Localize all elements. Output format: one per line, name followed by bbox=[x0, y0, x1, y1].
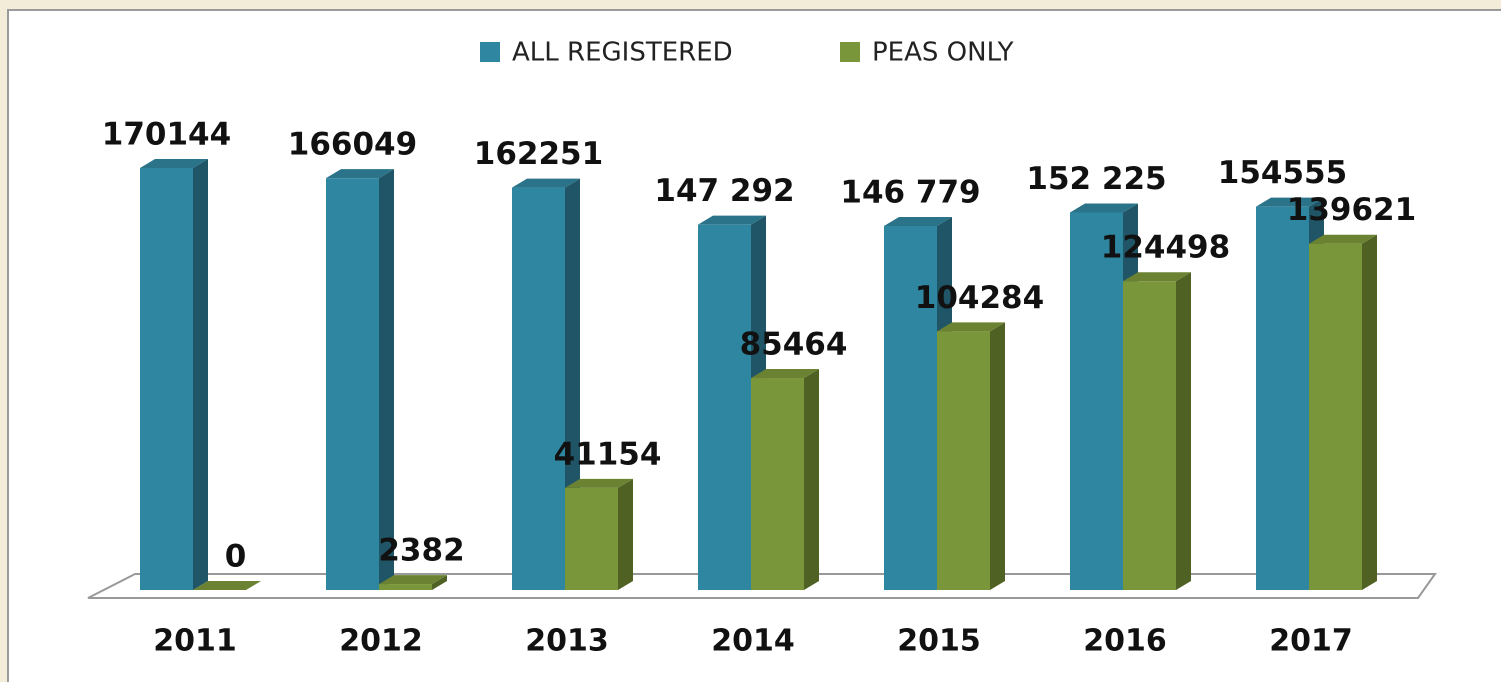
bar-front bbox=[1070, 212, 1123, 590]
bar-front bbox=[512, 187, 565, 590]
data-label: 146 779 bbox=[840, 174, 980, 210]
legend-label: ALL REGISTERED bbox=[512, 38, 733, 68]
bar-side bbox=[379, 169, 394, 591]
bar bbox=[140, 159, 208, 590]
bar bbox=[751, 369, 819, 590]
data-label: 0 bbox=[225, 539, 247, 575]
x-tick-label: 2011 bbox=[153, 624, 237, 659]
bar-top bbox=[140, 159, 208, 168]
data-label: 162251 bbox=[474, 136, 603, 172]
bar bbox=[1123, 272, 1191, 590]
data-label: 152 225 bbox=[1026, 161, 1166, 197]
data-label: 104284 bbox=[915, 280, 1044, 316]
bar bbox=[884, 216, 952, 590]
bar-top bbox=[512, 178, 580, 188]
bar-side bbox=[618, 478, 633, 590]
bar-side bbox=[804, 369, 819, 590]
bar-front bbox=[884, 225, 937, 590]
bar-top bbox=[937, 322, 1005, 332]
bar-front bbox=[698, 224, 751, 591]
bar-side bbox=[193, 159, 208, 590]
bar-top bbox=[1070, 203, 1138, 213]
bar-front bbox=[751, 378, 804, 590]
bar bbox=[326, 169, 394, 591]
x-tick-label: 2015 bbox=[897, 624, 981, 659]
data-label: 170144 bbox=[102, 117, 231, 153]
bar-top bbox=[751, 369, 819, 379]
bar-top bbox=[884, 216, 952, 226]
data-label: 124498 bbox=[1101, 230, 1230, 266]
bar-top bbox=[379, 575, 447, 585]
bar-front bbox=[1123, 281, 1176, 590]
bar-front bbox=[937, 331, 990, 590]
bar-side bbox=[1176, 272, 1191, 590]
bar-front bbox=[1309, 243, 1362, 591]
bar bbox=[193, 581, 261, 590]
x-tick-label: 2016 bbox=[1083, 624, 1167, 659]
bar-top bbox=[698, 215, 766, 225]
legend-swatch bbox=[840, 42, 860, 62]
data-label: 139621 bbox=[1287, 192, 1416, 228]
x-tick-label: 2017 bbox=[1269, 624, 1353, 659]
bar-front bbox=[326, 178, 379, 591]
x-tick-label: 2014 bbox=[711, 624, 795, 659]
bar-top bbox=[326, 169, 394, 179]
bar bbox=[379, 575, 447, 590]
legend-label: PEAS ONLY bbox=[872, 38, 1014, 68]
bar-top bbox=[1309, 234, 1377, 244]
bar-top bbox=[565, 478, 633, 488]
table-strip bbox=[0, 0, 1501, 10]
bar-top bbox=[193, 581, 261, 590]
bar bbox=[1309, 234, 1377, 591]
data-label: 166049 bbox=[288, 127, 417, 163]
data-label: 85464 bbox=[740, 327, 848, 363]
bar-top bbox=[1256, 197, 1324, 207]
data-label: 147 292 bbox=[654, 173, 794, 209]
bar-side bbox=[990, 322, 1005, 590]
bar-front bbox=[140, 168, 193, 590]
x-tick-label: 2013 bbox=[525, 624, 609, 659]
bar-top bbox=[1123, 272, 1191, 282]
data-label: 41154 bbox=[554, 436, 662, 472]
bar-side bbox=[1362, 234, 1377, 591]
bar-side bbox=[432, 575, 447, 590]
bar-front bbox=[565, 487, 618, 590]
legend-swatch bbox=[480, 42, 500, 62]
bar bbox=[565, 478, 633, 590]
data-label: 2382 bbox=[378, 533, 464, 569]
bar bbox=[937, 322, 1005, 590]
x-tick-label: 2012 bbox=[339, 624, 423, 659]
data-label: 154555 bbox=[1218, 155, 1347, 191]
bar-front bbox=[379, 584, 432, 590]
bar-front bbox=[1256, 206, 1309, 590]
